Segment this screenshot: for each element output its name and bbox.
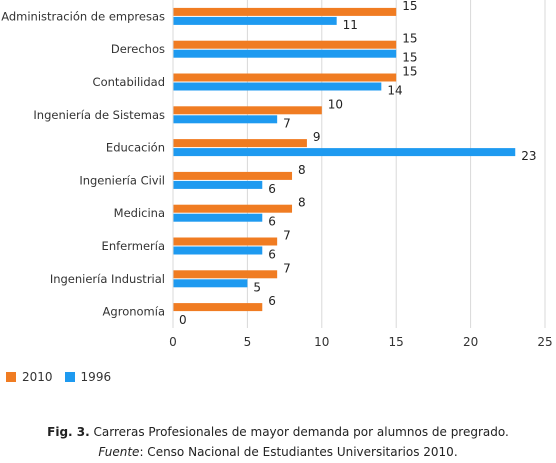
legend-swatch-1996: [64, 372, 75, 382]
data-label: 23: [521, 149, 536, 163]
bar-1996: [173, 279, 248, 288]
bar-2010: [173, 303, 263, 312]
data-label: 15: [402, 65, 417, 79]
bar-1996: [173, 49, 397, 58]
data-label: 6: [268, 294, 276, 308]
data-label: 10: [328, 97, 343, 111]
category-label: Administración de empresas: [1, 9, 165, 23]
x-tick-label: 15: [389, 335, 404, 349]
bar-2010: [173, 73, 397, 82]
bar-1996: [173, 16, 337, 25]
bar-2010: [173, 270, 278, 279]
category-label: Agronomía: [103, 305, 165, 319]
bar-1996: [173, 180, 263, 189]
x-tick-label: 25: [537, 335, 552, 349]
bar-2010: [173, 204, 293, 213]
data-label: 8: [298, 196, 306, 210]
data-label: 15: [402, 32, 417, 46]
bar-1996: [173, 115, 278, 124]
category-label: Enfermería: [102, 239, 165, 253]
data-label: 5: [253, 280, 261, 294]
data-label: 8: [298, 163, 306, 177]
data-label: 14: [387, 84, 402, 98]
category-label: Contabilidad: [93, 75, 165, 89]
bar-2010: [173, 139, 307, 148]
x-tick-label: 0: [169, 335, 177, 349]
bar-2010: [173, 7, 397, 16]
x-tick-label: 10: [314, 335, 329, 349]
bar-1996: [173, 213, 263, 222]
x-tick-label: 20: [463, 335, 478, 349]
bar-2010: [173, 171, 293, 180]
source-text: : Censo Nacional de Estudiantes Universi…: [139, 445, 458, 459]
figure-caption: Fig. 3. Carreras Profesionales de mayor …: [0, 425, 556, 439]
data-label: 11: [343, 18, 358, 32]
data-label: 15: [402, 0, 417, 13]
legend-label-1996: 1996: [80, 370, 112, 384]
legend-swatch-2010: [6, 372, 16, 382]
category-label: Educación: [106, 141, 165, 155]
data-label: 7: [283, 116, 291, 130]
legend-label-2010: 2010: [22, 370, 53, 384]
bar-chart: 0 5 10 15 20 25 Administración de empresas 15 11…: [1, 0, 553, 349]
legend-item-2010: 2010: [6, 370, 53, 384]
category-label: Ingeniería Civil: [79, 173, 165, 187]
data-label: 0: [179, 313, 187, 327]
data-label: 7: [283, 261, 291, 275]
bar-1996: [173, 148, 516, 157]
legend-item-1996: 1996: [64, 370, 112, 384]
bar-2010: [173, 106, 322, 115]
x-tick-label: 5: [244, 335, 252, 349]
bar-2010: [173, 40, 397, 49]
data-label: 15: [402, 51, 417, 65]
source-label: Fuente: [98, 445, 140, 459]
chart-legend: 2010 1996: [6, 370, 123, 384]
data-label: 6: [268, 182, 276, 196]
figure-source: Fuente: Censo Nacional de Estudiantes Un…: [0, 445, 556, 459]
data-label: 6: [268, 215, 276, 229]
category-label: Derechos: [111, 42, 165, 56]
data-label: 9: [313, 130, 321, 144]
figure-label: Fig. 3.: [47, 425, 90, 439]
figure-caption-text: Carreras Profesionales de mayor demanda …: [89, 425, 509, 439]
data-label: 6: [268, 248, 276, 262]
category-label: Ingeniería de Sistemas: [33, 108, 165, 122]
category-label: Medicina: [114, 206, 165, 220]
data-label: 7: [283, 229, 291, 243]
bar-1996: [173, 82, 382, 91]
category-label: Ingeniería Industrial: [50, 272, 165, 286]
bar-1996: [173, 246, 263, 255]
bar-2010: [173, 237, 278, 246]
